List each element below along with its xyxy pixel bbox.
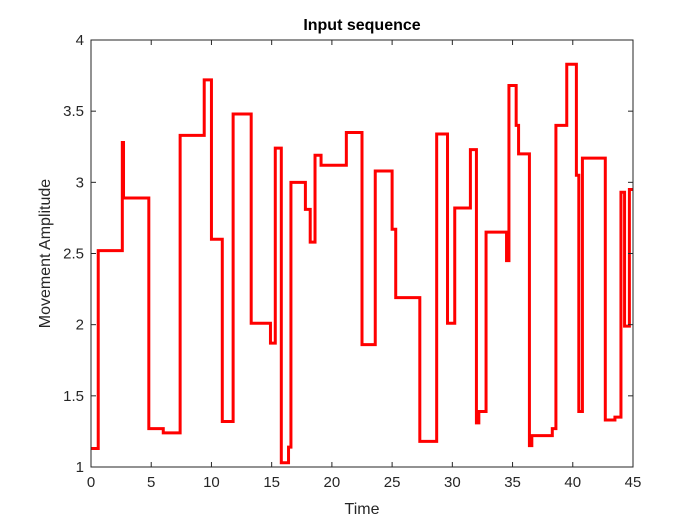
data-point (211, 239, 212, 240)
data-point (281, 462, 282, 463)
y-tick-label: 2 (76, 317, 84, 334)
data-point (123, 197, 124, 198)
data-point (222, 421, 223, 422)
data-point (375, 170, 376, 171)
y-tick-label: 3 (76, 174, 84, 191)
data-point (321, 165, 322, 166)
y-tick-label: 3.5 (63, 103, 84, 120)
x-tick-label: 15 (263, 474, 280, 491)
data-point (305, 209, 306, 210)
data-point (566, 64, 567, 65)
tick-layer: 0 5 10 15 20 25 30 35 40 45 1 1.5 2 2.5 3 3.5 4 (63, 32, 641, 491)
data-point (148, 428, 149, 429)
x-tick-label: 10 (203, 474, 220, 491)
x-tick-label: 45 (625, 474, 642, 491)
data-point (518, 153, 519, 154)
data-point (578, 411, 579, 412)
data-point (624, 326, 625, 327)
data-point (395, 297, 396, 298)
y-tick-label: 4 (76, 32, 84, 49)
y-tick-label: 2.5 (63, 246, 84, 263)
data-point (629, 189, 630, 190)
data-point (508, 85, 509, 86)
data-point (399, 297, 400, 298)
data-point (605, 420, 606, 421)
data-point (531, 435, 532, 436)
data-point (270, 343, 271, 344)
data-point (582, 158, 583, 159)
data-point (346, 132, 347, 133)
data-point (233, 114, 234, 115)
data-point (315, 155, 316, 156)
chart-title: Input sequence (303, 17, 420, 34)
data-point (392, 229, 393, 230)
data-point (204, 79, 205, 80)
data-point (486, 232, 487, 233)
data-point (576, 175, 577, 176)
data-point (122, 142, 123, 143)
data-point (476, 422, 477, 423)
x-axis-label: Time (345, 501, 380, 518)
data-point (436, 133, 437, 134)
data-point (506, 260, 507, 261)
data-point (516, 125, 517, 126)
x-tick-label: 20 (324, 474, 341, 491)
data-point (290, 182, 291, 183)
data-point (620, 192, 621, 193)
y-tick-label: 1 (76, 459, 84, 476)
data-point (310, 242, 311, 243)
data-point (552, 428, 553, 429)
data-point (447, 323, 448, 324)
data-point (614, 417, 615, 418)
data-point (454, 207, 455, 208)
y-tick-label: 1.5 (63, 388, 84, 405)
x-tick-label: 25 (384, 474, 401, 491)
data-point (529, 445, 530, 446)
data-point (470, 149, 471, 150)
data-point (180, 135, 181, 136)
series-line (91, 62, 633, 465)
data-point (251, 323, 252, 324)
data-point (478, 411, 479, 412)
y-axis-label: Movement Amplitude (37, 179, 54, 329)
series-layer (91, 62, 633, 465)
data-point (362, 344, 363, 345)
data-point (288, 447, 289, 448)
data-point (163, 432, 164, 433)
data-point (555, 125, 556, 126)
data-point (98, 250, 99, 251)
data-point (419, 441, 420, 442)
x-tick-label: 30 (444, 474, 461, 491)
data-point (275, 148, 276, 149)
x-tick-label: 40 (564, 474, 581, 491)
x-tick-label: 0 (87, 474, 95, 491)
x-tick-label: 35 (504, 474, 521, 491)
x-tick-label: 5 (147, 474, 155, 491)
